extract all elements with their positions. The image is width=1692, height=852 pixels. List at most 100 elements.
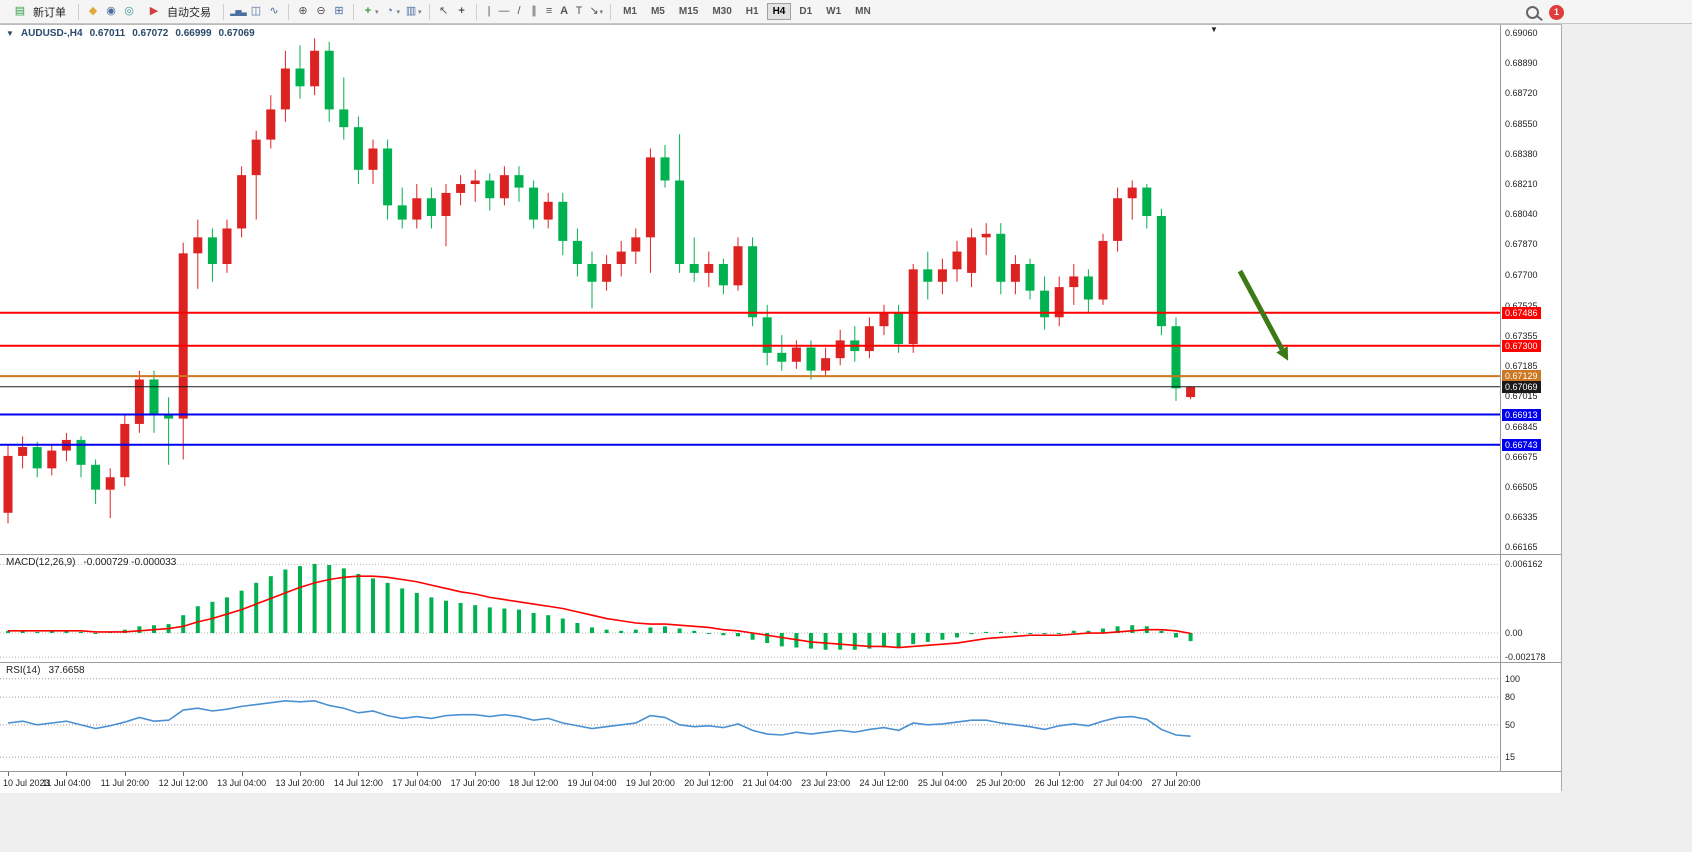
price-tick: 0.67525 <box>1505 301 1538 311</box>
template-dropdown-icon[interactable]: ▾ <box>418 8 422 16</box>
fibonacci-tool-icon[interactable]: ≡ <box>545 5 553 17</box>
timeframe-h1-button[interactable]: H1 <box>745 6 759 17</box>
market-icon[interactable]: ◎ <box>124 5 134 17</box>
time-tick <box>767 772 769 776</box>
candlestick-chart-icon[interactable]: ◫ <box>250 5 262 17</box>
macd-axis[interactable]: 0.006162 0.00 -0.002178 <box>1500 555 1561 662</box>
toolbar-separator <box>78 3 79 20</box>
candlestick-chart[interactable] <box>0 25 1500 554</box>
autotrading-label: 自动交易 <box>167 6 211 19</box>
periods-dropdown-icon[interactable]: ▾ <box>396 8 401 16</box>
low-value: 0.66999 <box>175 28 212 39</box>
close-value: 0.67069 <box>218 28 255 39</box>
search-icon[interactable] <box>1526 5 1539 19</box>
time-axis-label: 11 Jul 20:00 <box>100 778 149 788</box>
open-value: 0.67011 <box>89 28 126 39</box>
time-axis[interactable]: 10 Jul 2023 11 Jul 04:00 11 Jul 20:00 12 Ju… <box>0 771 1561 793</box>
time-tick <box>300 772 301 776</box>
timeframe-m30-button[interactable]: M30 <box>712 6 732 17</box>
price-tick: 0.66675 <box>1505 451 1538 462</box>
rsi-axis[interactable]: 100 80 50 15 <box>1500 663 1561 771</box>
macd-chart[interactable] <box>0 555 1500 662</box>
toolbar-separator <box>288 3 289 20</box>
rsi-value: 37.6658 <box>48 665 85 676</box>
time-tick <box>1176 772 1177 776</box>
toolbar-separator <box>428 3 430 20</box>
rsi-tick: 100 <box>1505 673 1521 684</box>
time-tick <box>825 772 827 776</box>
text-tool-icon[interactable]: A <box>560 5 569 17</box>
chart-info-label: ▼ AUDUSD-,H4 0.67011 0.67072 0.66999 0.6… <box>6 28 255 39</box>
macd-tick: -0.002178 <box>1505 652 1546 663</box>
charts-icon[interactable]: ◆ <box>88 5 98 17</box>
time-tick <box>708 772 710 776</box>
toolbar-separator <box>353 3 354 20</box>
price-tick: 0.67870 <box>1505 239 1538 250</box>
time-axis-label: 25 Jul 20:00 <box>976 778 1026 788</box>
line-chart-icon[interactable]: ∿ <box>269 5 279 17</box>
template-icon[interactable]: ▥ <box>405 5 417 17</box>
price-tick: 0.66845 <box>1505 421 1538 432</box>
symbol-dropdown-icon[interactable]: ▼ <box>6 29 14 38</box>
timeframe-m5-button[interactable]: M5 <box>650 6 665 17</box>
autotrading-button[interactable]: ▶ 自动交易 <box>138 1 218 22</box>
macd-tick: 0.006162 <box>1505 559 1543 570</box>
indicators-add-icon[interactable]: + <box>364 5 372 17</box>
crosshair-icon[interactable]: + <box>458 5 465 17</box>
price-tick: 0.66165 <box>1505 542 1538 553</box>
tile-windows-icon[interactable]: ⊞ <box>334 5 344 17</box>
time-tick <box>8 772 9 776</box>
rsi-tick: 50 <box>1505 719 1516 730</box>
price-level-tag: 0.67129 <box>1502 370 1541 383</box>
profile-icon[interactable]: ◉ <box>106 5 116 17</box>
high-value: 0.67072 <box>132 28 169 39</box>
time-axis-label: 25 Jul 04:00 <box>917 778 967 788</box>
symbol-period-label: AUDUSD-,H4 <box>20 28 83 39</box>
price-tick: 0.68380 <box>1505 148 1538 159</box>
zoom-in-icon[interactable]: ⊕ <box>298 5 308 17</box>
time-tick <box>1000 772 1002 776</box>
price-tick: 0.68040 <box>1505 209 1538 220</box>
time-axis-label: 14 Jul 12:00 <box>333 778 383 788</box>
price-tick: 0.67015 <box>1505 391 1538 402</box>
timeframe-m15-button[interactable]: M15 <box>678 6 699 17</box>
indicators-dropdown-icon[interactable]: ▾ <box>375 8 379 16</box>
time-axis-label: 27 Jul 04:00 <box>1093 778 1143 788</box>
bar-chart-icon[interactable]: ▂▅▃ <box>230 6 246 16</box>
timeframe-d1-button[interactable]: D1 <box>799 6 813 17</box>
vertical-line-tool-icon[interactable]: | <box>487 5 491 17</box>
notification-badge[interactable]: 1 <box>1549 4 1564 20</box>
horizontal-line-tool-icon[interactable]: — <box>498 5 510 17</box>
timeframe-h4-button[interactable]: H4 <box>766 3 792 20</box>
new-order-button[interactable]: ▤ 新订单 <box>4 1 73 22</box>
price-tick: 0.66505 <box>1505 482 1538 492</box>
trendline-tool-icon[interactable]: / <box>517 5 521 17</box>
shapes-dropdown-icon[interactable]: ▾ <box>599 8 604 16</box>
time-axis-label: 27 Jul 20:00 <box>1151 778 1201 788</box>
time-axis-label: 23 Jul 23:00 <box>801 778 851 788</box>
channel-tool-icon[interactable]: ∥ <box>531 5 537 17</box>
timeframe-mn-button[interactable]: MN <box>855 6 871 17</box>
arrow-shapes-tool-icon[interactable]: ↘ <box>589 5 599 17</box>
time-axis-label: 24 Jul 12:00 <box>859 778 909 788</box>
time-axis-label: 11 Jul 04:00 <box>42 778 91 788</box>
macd-name: MACD(12,26,9) <box>6 557 76 568</box>
cursor-icon[interactable]: ↖ <box>438 5 449 17</box>
rsi-chart[interactable] <box>0 663 1500 771</box>
price-tick: 0.66335 <box>1505 512 1538 523</box>
time-tick <box>942 772 944 776</box>
price-axis[interactable]: 0.69060 0.68890 0.68720 0.68550 0.68380 0.682… <box>1500 25 1561 554</box>
time-tick <box>241 772 243 776</box>
periods-clock-icon[interactable]: ◔ <box>386 5 393 17</box>
time-tick <box>533 772 535 776</box>
rsi-name: RSI(14) <box>6 665 41 676</box>
chart-shift-marker[interactable]: ▼ <box>1210 25 1218 34</box>
price-level-tag: 0.66913 <box>1502 408 1541 421</box>
text-label-tool-icon[interactable]: T <box>575 5 583 17</box>
new-order-icon: ▤ <box>14 5 26 17</box>
price-level-tag: 0.66743 <box>1502 438 1541 451</box>
zoom-out-icon[interactable]: ⊖ <box>316 5 326 17</box>
time-tick <box>650 772 652 776</box>
timeframe-w1-button[interactable]: W1 <box>826 6 842 17</box>
timeframe-m1-button[interactable]: M1 <box>623 6 637 17</box>
